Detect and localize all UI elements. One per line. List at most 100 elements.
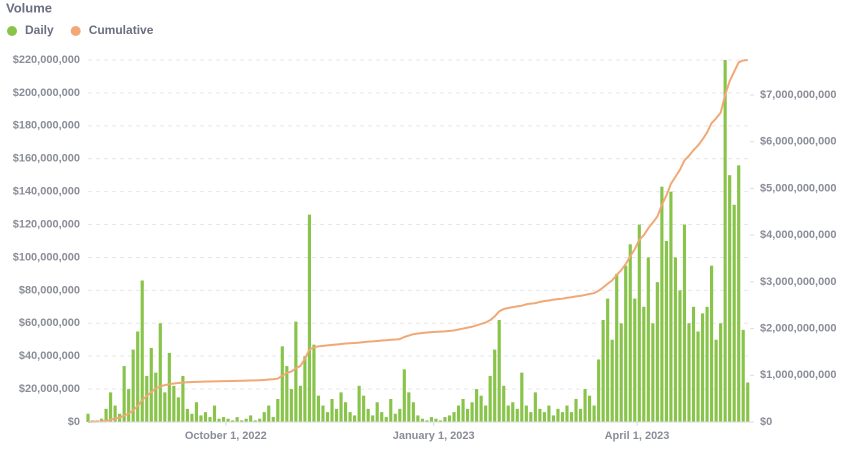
bar — [353, 415, 357, 422]
bar — [375, 402, 379, 422]
bar — [447, 415, 452, 422]
bar — [524, 405, 528, 422]
bar — [502, 385, 506, 422]
bar — [475, 389, 479, 422]
bar — [615, 273, 619, 422]
bar — [140, 280, 144, 422]
y2-tick-label: $4,000,000,000 — [760, 229, 836, 241]
bar — [167, 352, 171, 422]
bar — [569, 412, 574, 422]
axes: $0 $20,000,000 $40,000,000 $60,000,000 $80,0… — [13, 54, 837, 442]
y2-tick-label: $3,000,000,000 — [760, 276, 836, 288]
bar — [348, 412, 352, 422]
bar — [362, 395, 366, 422]
bar — [560, 412, 565, 422]
bar — [452, 412, 456, 422]
legend: Daily Cumulative — [7, 23, 154, 37]
bar — [466, 408, 470, 422]
bar — [172, 385, 176, 422]
bar — [307, 214, 311, 422]
plot — [86, 59, 750, 423]
bar — [461, 398, 465, 422]
bar — [154, 372, 158, 422]
bar — [145, 375, 149, 422]
bar — [592, 405, 596, 422]
bar — [515, 408, 519, 422]
bar — [303, 356, 307, 422]
bar — [578, 408, 583, 422]
bar — [199, 415, 203, 422]
bar — [249, 415, 253, 422]
bar — [506, 405, 510, 422]
bar — [588, 395, 592, 422]
bar — [520, 372, 524, 422]
bar — [357, 385, 361, 422]
bar — [235, 417, 239, 422]
bar — [678, 290, 682, 422]
y2-tick-label: $7,000,000,000 — [760, 89, 836, 101]
y-tick-label: $120,000,000 — [13, 218, 80, 230]
bar — [610, 339, 614, 422]
bar — [574, 398, 578, 422]
y2-tick-label: $6,000,000,000 — [760, 136, 836, 148]
bar — [312, 344, 316, 422]
bar — [723, 60, 727, 422]
bar — [479, 395, 483, 422]
bar — [438, 420, 443, 422]
bar — [425, 420, 429, 422]
bar — [601, 319, 605, 422]
y2-tick-label: $1,000,000,000 — [760, 369, 836, 381]
y-tick-label: $220,000,000 — [13, 54, 80, 66]
bar — [533, 392, 537, 422]
bar — [127, 389, 131, 422]
bar — [633, 298, 637, 422]
y-tick-label: $20,000,000 — [19, 383, 80, 395]
bar — [212, 405, 217, 422]
bar — [194, 402, 199, 422]
bar — [226, 418, 230, 422]
bar — [488, 375, 492, 422]
x-tick-label: January 1, 2023 — [393, 430, 475, 442]
bar — [384, 417, 388, 422]
bar — [696, 331, 700, 422]
bar — [316, 395, 321, 422]
bar — [131, 349, 135, 422]
y-tick-label: $160,000,000 — [13, 153, 80, 165]
bar — [484, 405, 488, 422]
bar — [181, 375, 185, 422]
bar — [334, 408, 339, 422]
bar — [185, 408, 189, 422]
bar — [434, 418, 438, 422]
bar — [339, 392, 343, 422]
y2-tick-label: $5,000,000,000 — [760, 182, 836, 194]
bar — [113, 405, 117, 422]
bar — [380, 412, 384, 422]
bar — [393, 413, 397, 422]
bar — [253, 420, 257, 422]
bar — [176, 397, 180, 422]
bar — [655, 282, 659, 422]
bar — [398, 408, 402, 422]
y-tick-label: $140,000,000 — [13, 186, 80, 198]
y-tick-label: $80,000,000 — [19, 284, 80, 296]
bar — [298, 385, 302, 422]
bar — [565, 405, 569, 422]
bar — [321, 405, 325, 422]
bar — [294, 321, 298, 422]
bar — [411, 402, 415, 422]
bar — [556, 408, 560, 422]
bar — [240, 420, 244, 422]
bar — [407, 392, 411, 422]
bar — [606, 298, 610, 422]
bar — [208, 417, 212, 422]
y2-tick-label: $0 — [760, 416, 772, 428]
bar — [158, 323, 162, 422]
bar — [660, 186, 664, 422]
y-tick-label: $100,000,000 — [13, 251, 80, 263]
grid — [88, 59, 750, 423]
bar — [732, 204, 736, 422]
bar — [719, 323, 723, 422]
bar — [416, 415, 420, 422]
y-tick-label: $0 — [68, 416, 80, 428]
bar — [109, 392, 113, 422]
